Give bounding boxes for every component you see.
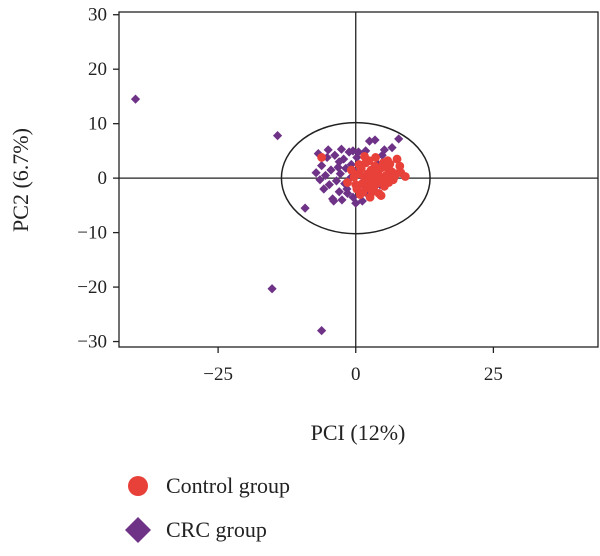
x-tick-label: −25 (203, 364, 233, 385)
crc-point (334, 187, 344, 197)
crc-point (344, 147, 354, 157)
crc-point (323, 145, 333, 155)
crc-point (351, 198, 361, 208)
crc-point (319, 184, 329, 194)
crc-point (324, 180, 334, 190)
crc-point (377, 150, 387, 160)
crc-point (342, 184, 352, 194)
control-point (351, 180, 361, 190)
crc-point (339, 154, 349, 164)
control-point (361, 175, 371, 185)
y-tick-label: −30 (77, 332, 107, 353)
legend-item-control: Control group (118, 468, 418, 504)
y-tick-label: −10 (77, 223, 107, 244)
crc-point (130, 94, 141, 104)
crc-point (379, 145, 389, 155)
circle-marker-icon (118, 468, 158, 504)
crc-point (329, 196, 339, 206)
crc-point (352, 152, 362, 163)
control-point (372, 167, 382, 177)
control-point (371, 153, 380, 162)
control-point (385, 159, 395, 169)
y-axis-title: PC2 (6.7%) (8, 128, 33, 232)
legend-label-crc: CRC group (166, 517, 267, 542)
legend-item-crc: CRC group (118, 512, 418, 548)
control-point (349, 172, 359, 182)
control-point (343, 178, 352, 187)
legend-label-control: Control group (166, 473, 291, 498)
crc-point (317, 326, 327, 336)
confidence-ellipse (280, 121, 431, 235)
crc-point (370, 135, 380, 145)
crc-point (330, 150, 340, 160)
control-point (358, 187, 368, 197)
control-point (369, 182, 379, 192)
crc-point (335, 169, 345, 179)
crc-point (267, 284, 277, 294)
crc-point (326, 165, 336, 175)
crc-point (334, 157, 344, 167)
control-point (354, 160, 364, 169)
y-tick-label: 30 (88, 5, 107, 26)
control-point (376, 191, 386, 200)
x-axis-title: PCI (12%) (311, 420, 406, 445)
y-tick-label: 0 (98, 168, 108, 189)
crc-point (300, 203, 310, 213)
crc-point (333, 162, 343, 172)
control-point (392, 154, 402, 164)
crc-point (317, 161, 327, 171)
x-tick-label: 25 (484, 364, 503, 385)
y-tick-label: 20 (88, 59, 107, 80)
y-tick-label: 10 (88, 114, 107, 135)
crc-point (320, 170, 331, 181)
crc-point (387, 143, 397, 153)
crc-point (311, 168, 321, 178)
y-tick-label: −20 (77, 277, 107, 298)
crc-point (357, 196, 367, 206)
x-tick-label: 0 (351, 364, 361, 385)
crc-point (272, 131, 283, 141)
control-point (391, 169, 401, 179)
control-point (365, 192, 375, 202)
legend: Control group CRC group (118, 468, 418, 556)
plot-frame (118, 11, 599, 348)
diamond-marker-icon (118, 512, 158, 548)
crc-point (336, 144, 347, 154)
crc-point (337, 195, 347, 205)
scatter-plot: −30 −20 −10 0 10 20 30 −25 0 25 PCI (12%) PC2 (6.… (8, 5, 599, 445)
control-point (395, 161, 405, 171)
crc-point (394, 134, 404, 144)
control-point (346, 165, 356, 175)
control-point (364, 156, 374, 166)
crc-point (315, 175, 325, 185)
control-point (380, 177, 390, 186)
control-point (317, 153, 327, 162)
crc-point (331, 176, 342, 186)
